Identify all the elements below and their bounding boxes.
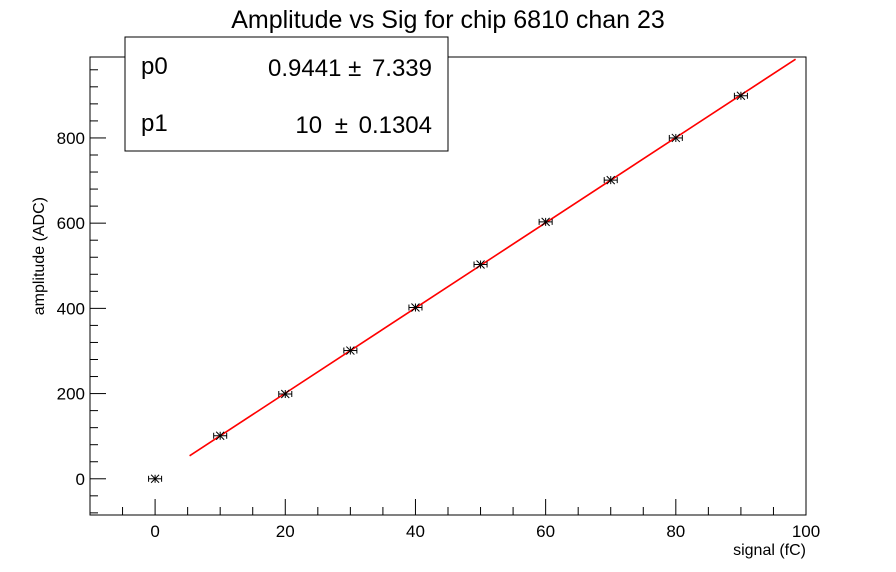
- data-point: [668, 133, 683, 143]
- data-point: [603, 175, 618, 185]
- fit-stats-box: p0 0.9441 ± 7.339 p1 10 ± 0.1304: [124, 36, 449, 152]
- data-point: [408, 303, 423, 312]
- stats-p0-error: 7.339: [372, 55, 432, 82]
- chart-title: Amplitude vs Sig for chip 6810 chan 23: [231, 6, 665, 34]
- x-tick-label: 100: [792, 522, 820, 541]
- stats-p1-error: 0.1304: [359, 112, 432, 139]
- data-point: [473, 260, 488, 269]
- x-tick-label: 40: [406, 522, 425, 541]
- stats-p1-estimate: 10: [295, 112, 322, 139]
- data-point: [343, 346, 358, 355]
- stats-p0-value: 0.9441 ± 7.339: [268, 55, 432, 82]
- stats-p0-name: p0: [141, 53, 168, 80]
- data-point: [148, 474, 163, 484]
- x-tick-label: 0: [150, 522, 159, 541]
- y-tick-label: 400: [57, 299, 85, 318]
- stats-box-border: [124, 36, 449, 152]
- x-tick-label: 80: [666, 522, 685, 541]
- stats-p0-estimate: 0.9441: [268, 55, 341, 82]
- data-points: [148, 91, 748, 484]
- y-tick-label: 600: [57, 214, 85, 233]
- data-point: [278, 389, 293, 399]
- y-tick-label: 800: [57, 129, 85, 148]
- stats-p1-pm: ±: [335, 112, 348, 139]
- y-tick-label: 0: [76, 470, 85, 489]
- stats-p1-name: p1: [141, 110, 168, 137]
- data-point: [538, 217, 553, 227]
- x-axis-ticks: 0 20 40 60 80 100: [89, 499, 820, 541]
- y-axis-ticks: 0 200 400 600 800: [57, 69, 106, 514]
- x-tick-label: 20: [276, 522, 295, 541]
- x-tick-label: 60: [536, 522, 555, 541]
- fit-line-layer: [189, 58, 797, 457]
- data-point: [733, 91, 748, 101]
- y-tick-label: 200: [57, 385, 85, 404]
- fit-line: [189, 58, 797, 457]
- data-point: [213, 431, 228, 441]
- y-axis-label: amplitude (ADC): [31, 197, 48, 315]
- stats-p1-value: 10 ± 0.1304: [295, 112, 432, 139]
- x-axis-label: signal (fC): [733, 542, 806, 559]
- stats-p0-pm: ±: [348, 55, 361, 82]
